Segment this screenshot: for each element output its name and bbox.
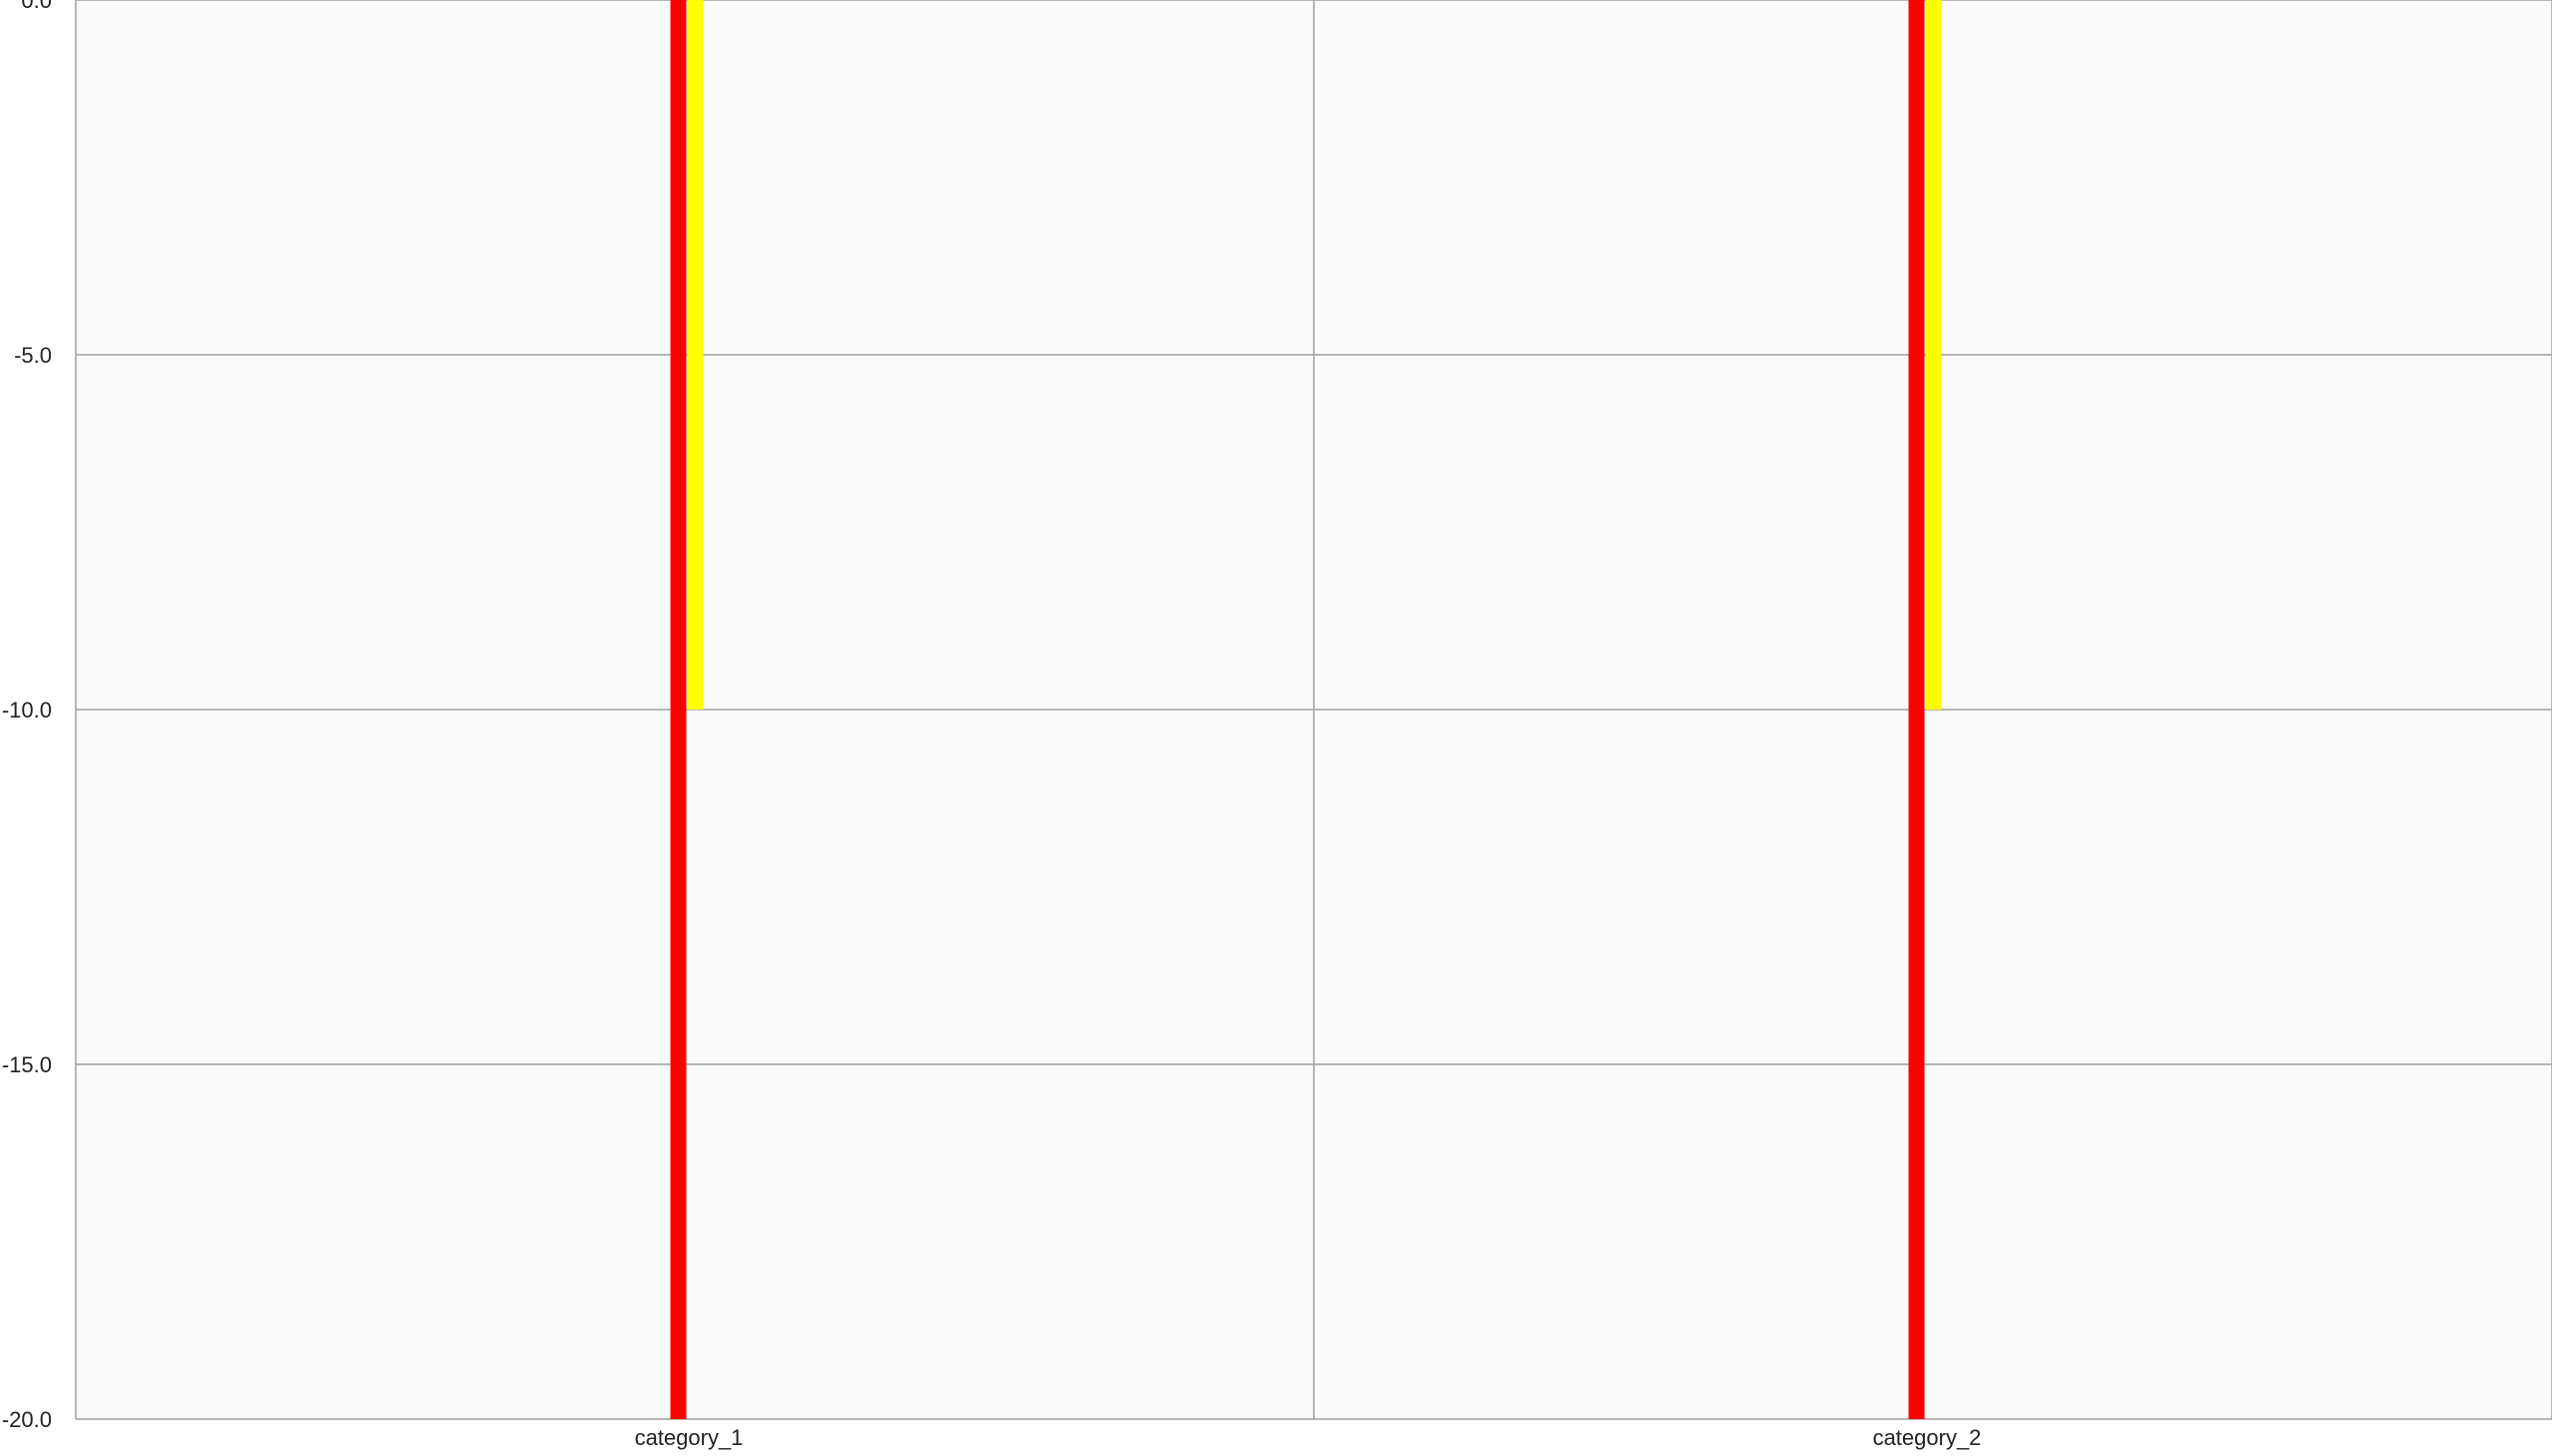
y-tick-label: 0.0	[21, 0, 52, 13]
bar	[1925, 0, 1942, 710]
y-tick-label: -15.0	[2, 1052, 52, 1077]
y-tick-label: -20.0	[2, 1407, 52, 1432]
y-axis-tick-labels: 0.0 -5.0 -10.0 -15.0 -20.0	[2, 0, 52, 1432]
y-tick-label: -10.0	[2, 698, 52, 723]
bar	[687, 0, 704, 710]
bar	[1908, 0, 1925, 1419]
x-tick-label: category_1	[635, 1425, 744, 1450]
y-tick-label: -5.0	[14, 343, 52, 368]
bar	[670, 0, 687, 1419]
bars	[670, 0, 1942, 1419]
x-tick-label: category_2	[1873, 1425, 1982, 1450]
grid	[75, 0, 2552, 1420]
x-axis-tick-labels: category_1 category_2	[635, 1425, 1982, 1450]
